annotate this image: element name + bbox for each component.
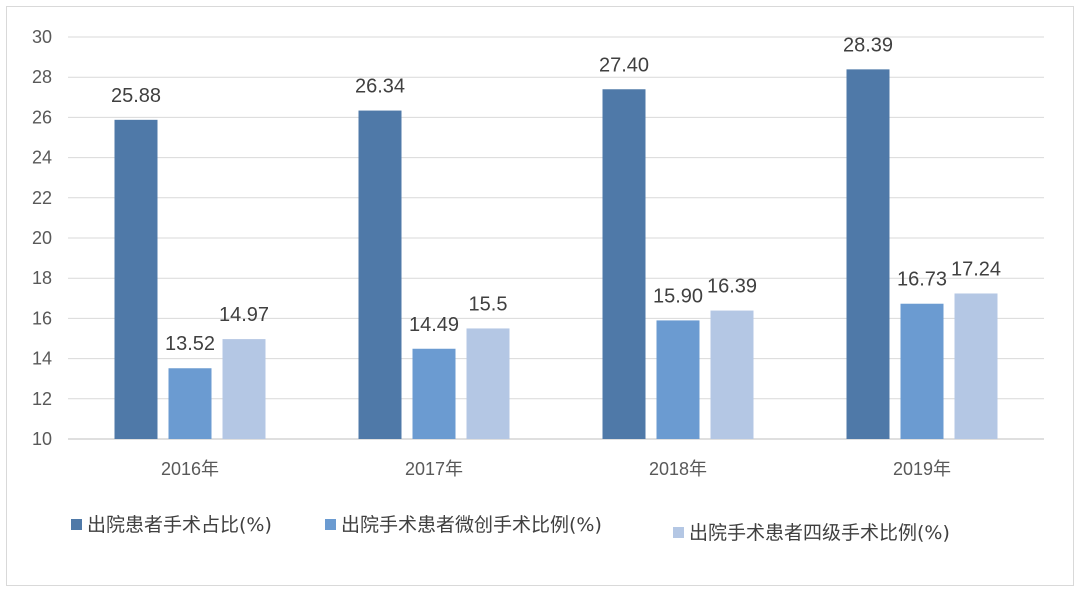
y-tick-label: 18	[32, 268, 52, 288]
data-label: 14.97	[219, 304, 269, 326]
legend-swatch	[673, 527, 684, 538]
y-tick-label: 10	[32, 429, 52, 449]
x-tick-label: 2018年	[649, 459, 707, 479]
data-label: 28.39	[843, 34, 893, 56]
bar	[954, 293, 998, 439]
legend-swatch	[71, 519, 82, 530]
data-label: 27.40	[599, 54, 649, 76]
y-tick-label: 20	[32, 228, 52, 248]
data-label: 15.5	[469, 293, 508, 315]
data-label: 17.24	[951, 258, 1001, 280]
bar	[656, 320, 700, 439]
bar	[602, 89, 646, 439]
chart-frame	[6, 6, 1074, 586]
y-tick-label: 30	[32, 27, 52, 47]
data-label: 15.90	[653, 285, 703, 307]
data-label: 13.52	[165, 333, 215, 355]
bar	[900, 303, 944, 439]
y-tick-label: 22	[32, 188, 52, 208]
y-tick-label: 28	[32, 67, 52, 87]
bar	[222, 339, 266, 439]
bar	[168, 368, 212, 439]
y-tick-label: 24	[32, 148, 52, 168]
y-tick-label: 14	[32, 349, 52, 369]
y-tick-label: 26	[32, 107, 52, 127]
bar	[358, 110, 402, 439]
x-tick-label: 2019年	[893, 459, 951, 479]
x-tick-label: 2017年	[405, 459, 463, 479]
data-label: 26.34	[355, 76, 405, 98]
data-label: 16.73	[897, 269, 947, 291]
x-tick-label: 2016年	[161, 459, 219, 479]
legend-label: 出院手术患者微创手术比例(%)	[341, 514, 602, 536]
legend-label: 出院患者手术占比(%)	[87, 514, 272, 536]
legend-swatch	[325, 519, 336, 530]
bar	[466, 328, 510, 439]
bar	[114, 119, 158, 439]
bar	[710, 310, 754, 439]
y-tick-label: 16	[32, 308, 52, 328]
legend-label: 出院手术患者四级手术比例(%)	[689, 522, 950, 544]
data-label: 14.49	[409, 314, 459, 336]
y-tick-label: 12	[32, 389, 52, 409]
bar	[846, 69, 890, 440]
data-label: 16.39	[707, 276, 757, 298]
data-label: 25.88	[111, 85, 161, 107]
bar	[412, 348, 456, 439]
